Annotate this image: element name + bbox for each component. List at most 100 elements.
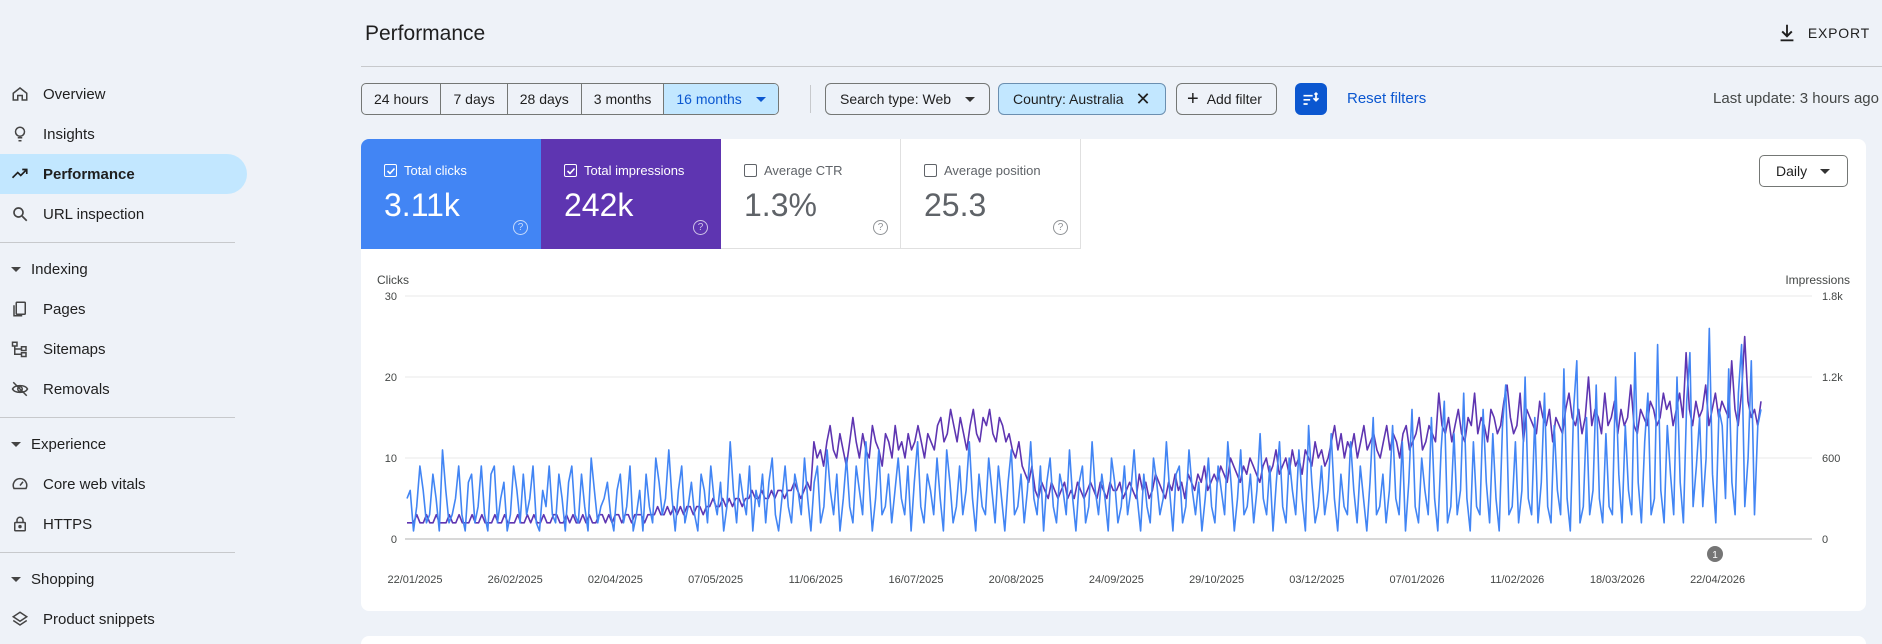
x-axis-tick-label: 29/10/2025 xyxy=(1189,574,1244,586)
layers-icon xyxy=(10,609,30,629)
sidebar-item-label: Overview xyxy=(43,85,106,103)
left-axis-tick-label: 20 xyxy=(385,372,397,384)
metric-value: 1.3% xyxy=(744,187,817,223)
sidebar-divider xyxy=(0,242,235,243)
section-label: Experience xyxy=(31,435,107,453)
x-axis-tick-label: 07/01/2026 xyxy=(1389,574,1444,586)
sidebar-divider xyxy=(0,552,235,553)
checkbox-unchecked-icon[interactable] xyxy=(744,164,757,177)
right-axis-tick-label: 1.8k xyxy=(1822,291,1843,303)
gauge-icon xyxy=(10,474,30,494)
range-28-days[interactable]: 28 days xyxy=(508,84,582,114)
clicks-series-line xyxy=(406,327,1762,532)
help-icon[interactable]: ? xyxy=(513,220,528,235)
metric-total-impressions[interactable]: Total impressions 242k ? xyxy=(541,139,721,249)
metric-label: Average position xyxy=(944,163,1041,178)
right-axis-title: Impressions xyxy=(1785,273,1850,287)
x-axis-tick-label: 11/06/2025 xyxy=(789,574,843,586)
download-icon xyxy=(1780,24,1794,42)
search-type-filter[interactable]: Search type: Web xyxy=(825,83,991,115)
left-axis-title: Clicks xyxy=(377,273,409,287)
filter-settings-button[interactable] xyxy=(1295,83,1327,115)
checkbox-checked-icon[interactable] xyxy=(564,164,577,177)
sidebar-item-performance[interactable]: Performance xyxy=(0,154,247,194)
checkbox-unchecked-icon[interactable] xyxy=(924,164,937,177)
section-label: Indexing xyxy=(31,260,88,278)
right-axis-tick-label: 1.2k xyxy=(1822,372,1843,384)
chevron-down-icon xyxy=(755,96,766,102)
sidebar-item-pages[interactable]: Pages xyxy=(0,289,247,329)
sidebar-item-label: URL inspection xyxy=(43,205,145,223)
sidebar-item-label: Insights xyxy=(43,125,95,143)
sidebar-item-label: Removals xyxy=(43,380,110,398)
filter-separator xyxy=(810,85,811,113)
help-icon[interactable]: ? xyxy=(1053,220,1068,235)
sidebar: Overview Insights Performance URL inspec… xyxy=(0,0,258,644)
metric-label: Total impressions xyxy=(584,163,685,178)
sidebar-item-url-inspection[interactable]: URL inspection xyxy=(0,194,247,234)
sitemap-icon xyxy=(10,339,30,359)
chevron-down-icon xyxy=(11,266,21,272)
range-3-months[interactable]: 3 months xyxy=(582,84,665,114)
x-axis-tick-label: 02/04/2025 xyxy=(588,574,643,586)
x-axis-tick-label: 26/02/2025 xyxy=(488,574,543,586)
sidebar-item-insights[interactable]: Insights xyxy=(0,114,247,154)
metric-average-position[interactable]: Average position 25.3 ? xyxy=(901,139,1081,249)
sidebar-item-removals[interactable]: Removals xyxy=(0,369,247,409)
range-label: 16 months xyxy=(676,91,742,107)
sidebar-section-indexing[interactable]: Indexing xyxy=(0,251,235,287)
metric-value: 3.11k xyxy=(384,187,460,223)
header-divider xyxy=(361,66,1882,67)
annotation-marker-label: 1 xyxy=(1712,550,1718,561)
metric-total-clicks[interactable]: Total clicks 3.11k ? xyxy=(361,139,541,249)
sidebar-item-overview[interactable]: Overview xyxy=(0,74,247,114)
section-label: Shopping xyxy=(31,570,95,588)
checkbox-checked-icon[interactable] xyxy=(384,164,397,177)
metric-value: 242k xyxy=(564,187,634,223)
search-icon xyxy=(10,204,30,224)
left-axis-tick-label: 0 xyxy=(391,534,397,546)
close-icon[interactable]: ✕ xyxy=(1135,89,1151,109)
sidebar-item-product-snippets[interactable]: Product snippets xyxy=(0,599,247,639)
trending-up-icon xyxy=(10,164,30,184)
sidebar-divider xyxy=(0,417,235,418)
add-filter-label: Add filter xyxy=(1206,91,1262,107)
range-24-hours[interactable]: 24 hours xyxy=(362,84,442,114)
chevron-down-icon xyxy=(965,96,976,102)
country-filter-chip[interactable]: Country: Australia ✕ xyxy=(998,83,1166,115)
x-axis-tick-label: 16/07/2025 xyxy=(888,574,943,586)
chevron-down-icon xyxy=(11,576,21,582)
left-axis-tick-label: 30 xyxy=(385,291,397,303)
x-axis-tick-label: 11/02/2026 xyxy=(1490,574,1544,586)
sidebar-item-label: Performance xyxy=(43,165,135,183)
range-16-months[interactable]: 16 months xyxy=(664,84,778,114)
granularity-dropdown[interactable]: Daily xyxy=(1759,155,1848,187)
sidebar-item-sitemaps[interactable]: Sitemaps xyxy=(0,329,247,369)
sidebar-item-label: Sitemaps xyxy=(43,340,106,358)
sidebar-section-experience[interactable]: Experience xyxy=(0,426,235,462)
chevron-down-icon xyxy=(1820,168,1831,174)
export-button[interactable]: EXPORT xyxy=(1776,22,1870,44)
sidebar-item-core-web-vitals[interactable]: Core web vitals xyxy=(0,464,247,504)
metric-label: Total clicks xyxy=(404,163,467,178)
x-axis-tick-label: 03/12/2025 xyxy=(1289,574,1344,586)
x-axis-tick-label: 07/05/2025 xyxy=(688,574,743,586)
sidebar-section-shopping[interactable]: Shopping xyxy=(0,561,235,597)
lock-icon xyxy=(10,514,30,534)
metric-value: 25.3 xyxy=(924,187,987,223)
help-icon[interactable]: ? xyxy=(693,220,708,235)
eye-off-icon xyxy=(10,379,30,399)
export-label: EXPORT xyxy=(1807,25,1870,41)
reset-filters-link[interactable]: Reset filters xyxy=(1347,90,1427,107)
pages-icon xyxy=(10,299,30,319)
add-filter-button[interactable]: + Add filter xyxy=(1176,83,1277,115)
performance-chart[interactable]: 0 10 20 30 0 600 1.2k 1.8k 22/01/2025 26/02/2025 0… xyxy=(361,139,1866,611)
sidebar-item-https[interactable]: HTTPS xyxy=(0,504,247,544)
sidebar-item-label: Product snippets xyxy=(43,610,155,628)
range-7-days[interactable]: 7 days xyxy=(441,84,508,114)
help-icon[interactable]: ? xyxy=(873,220,888,235)
right-axis-tick-label: 600 xyxy=(1822,453,1840,465)
metric-average-ctr[interactable]: Average CTR 1.3% ? xyxy=(721,139,901,249)
x-axis-tick-label: 18/03/2026 xyxy=(1590,574,1645,586)
filter-list-icon xyxy=(1303,92,1320,105)
